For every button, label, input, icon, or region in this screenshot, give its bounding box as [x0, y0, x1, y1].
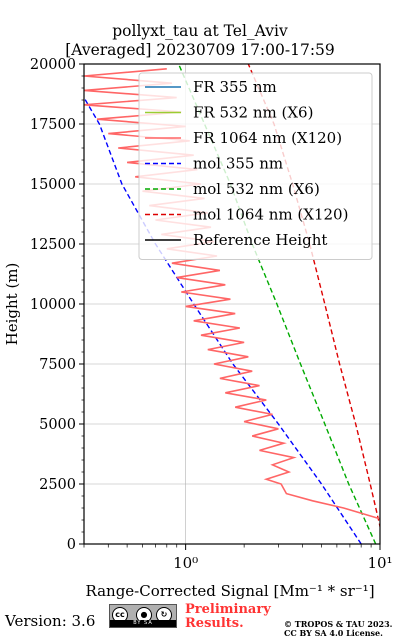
- legend-label: FR 355 nm: [193, 78, 277, 96]
- y-tick-label: 2500: [39, 477, 76, 493]
- series-mol-532-nm-x6-: [177, 64, 377, 544]
- series-mol-1064-nm-x120-: [247, 64, 380, 530]
- preliminary-notice: Preliminary Results.: [185, 603, 271, 631]
- copyright-line2: CC BY SA 4.0 License.: [284, 628, 383, 638]
- legend-label: FR 532 nm (X6): [193, 104, 313, 122]
- chart-subtitle: [Averaged] 20230709 17:00-17:59: [65, 41, 335, 59]
- legend-label: mol 355 nm: [193, 155, 283, 173]
- y-axis-label: Height (m): [3, 263, 21, 346]
- y-tick-label: 7500: [39, 357, 76, 373]
- preliminary-line1: Preliminary: [185, 602, 271, 617]
- ticks: 0 2500 5000 7500 10000 12500 15000 17500 20000 10…: [30, 57, 393, 572]
- legend-label: mol 1064 nm (X120): [193, 206, 348, 224]
- x-axis-label: Range-Corrected Signal [Mm⁻¹ * sr⁻¹]: [85, 582, 374, 600]
- y-tick-label: 20000: [30, 57, 76, 73]
- legend-box: [138, 72, 373, 260]
- legend-label: FR 1064 nm (X120): [193, 129, 342, 147]
- y-tick-label: 17500: [30, 117, 76, 133]
- series-mol-355-nm: [84, 97, 362, 544]
- cc-icon: cc: [112, 607, 128, 623]
- y-tick-label: 0: [67, 537, 76, 553]
- legend-label: mol 532 nm (X6): [193, 180, 320, 198]
- y-tick-label: 12500: [30, 237, 76, 253]
- cc-badge-text: BY SA: [110, 620, 176, 627]
- cc-license-badge[interactable]: cc ● ↻ BY SA: [109, 604, 177, 628]
- y-tick-label: 15000: [30, 177, 76, 193]
- preliminary-line2: Results.: [185, 616, 244, 631]
- y-tick-label: 5000: [39, 417, 76, 433]
- legend: FR 355 nm FR 532 nm (X6) FR 1064 nm (X120)…: [138, 72, 373, 260]
- x-tick-label: 10⁰: [173, 554, 198, 572]
- chart-title: pollyxt_tau at Tel_Aviv: [112, 22, 288, 40]
- y-tick-label: 10000: [30, 297, 76, 313]
- version-label: Version: 3.6: [5, 612, 96, 630]
- chart: 0 2500 5000 7500 10000 12500 15000 17500 20000 10…: [3, 57, 393, 600]
- copyright-notice: © TROPOS & TAU 2023. CC BY SA 4.0 Licens…: [284, 620, 392, 638]
- legend-label: Reference Height: [193, 231, 327, 249]
- x-tick-label: 10¹: [367, 554, 392, 572]
- copyright-line1: © TROPOS & TAU 2023.: [284, 619, 393, 629]
